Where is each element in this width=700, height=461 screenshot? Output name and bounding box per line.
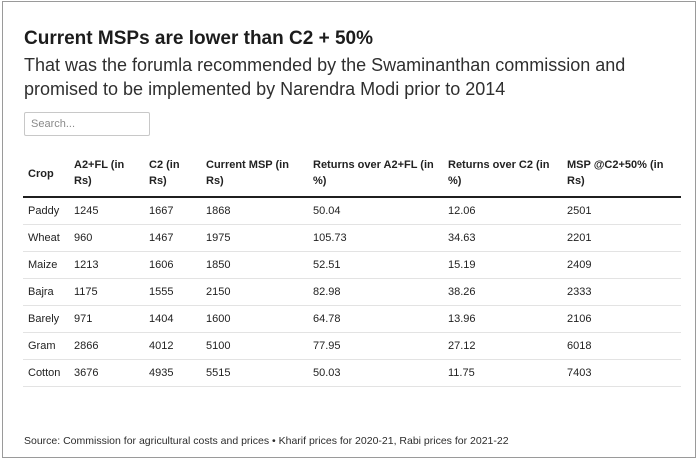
table-cell: 11.75 (443, 359, 562, 387)
table-cell: 1467 (144, 224, 201, 252)
table-cell: 2409 (562, 251, 681, 279)
page-subtitle: That was the forumla recommended by the … (24, 55, 626, 99)
table-cell: 7403 (562, 359, 681, 387)
table-cell: 1606 (144, 251, 201, 279)
table-cell: 38.26 (443, 278, 562, 306)
table-cell: 3676 (69, 359, 144, 387)
table-cell: 34.63 (443, 224, 562, 252)
crop-name-cell: Wheat (23, 224, 69, 252)
table-cell: 50.03 (308, 359, 443, 387)
table-cell: 4935 (144, 359, 201, 387)
table-cell: 2333 (562, 278, 681, 306)
table-cell: 50.04 (308, 197, 443, 225)
table-cell: 5100 (201, 332, 308, 360)
page-title: Current MSPs are lower than C2 + 50% (24, 28, 373, 49)
table-cell: 6018 (562, 332, 681, 360)
table-row: Cotton 3676 4935 5515 50.03 11.75 7403 (23, 359, 681, 387)
table-cell: 1600 (201, 305, 308, 333)
column-header[interactable]: Crop (23, 152, 69, 198)
data-table: Crop A2+FL (in Rs) C2 (in Rs) Current MS… (23, 152, 681, 387)
crop-name-cell: Paddy (23, 197, 69, 225)
search-input[interactable] (24, 112, 150, 136)
crop-name-cell: Cotton (23, 359, 69, 387)
column-header[interactable]: C2 (in Rs) (144, 152, 201, 198)
column-header[interactable]: Returns over A2+FL (in %) (308, 152, 443, 198)
table-cell: 1555 (144, 278, 201, 306)
table-cell: 2866 (69, 332, 144, 360)
table-cell: 77.95 (308, 332, 443, 360)
table-cell: 2150 (201, 278, 308, 306)
table-cell: 1175 (69, 278, 144, 306)
crop-name-cell: Bajra (23, 278, 69, 306)
table-cell: 971 (69, 305, 144, 333)
table-cell: 960 (69, 224, 144, 252)
column-header[interactable]: MSP @C2+50% (in Rs) (562, 152, 681, 198)
table-row: Barely 971 1404 1600 64.78 13.96 2106 (23, 305, 681, 333)
table-cell: 12.06 (443, 197, 562, 225)
table-row: Wheat 960 1467 1975 105.73 34.63 2201 (23, 224, 681, 252)
table-cell: 2201 (562, 224, 681, 252)
table-cell: 13.96 (443, 305, 562, 333)
table-cell: 4012 (144, 332, 201, 360)
table-cell: 1667 (144, 197, 201, 225)
table-cell: 105.73 (308, 224, 443, 252)
table-cell: 1245 (69, 197, 144, 225)
table-cell: 5515 (201, 359, 308, 387)
table-cell: 2501 (562, 197, 681, 225)
table-cell: 15.19 (443, 251, 562, 279)
table-cell: 2106 (562, 305, 681, 333)
column-header[interactable]: Current MSP (in Rs) (201, 152, 308, 198)
table-cell: 64.78 (308, 305, 443, 333)
table-cell: 1404 (144, 305, 201, 333)
table-row: Maize 1213 1606 1850 52.51 15.19 2409 (23, 251, 681, 279)
column-header[interactable]: Returns over C2 (in %) (443, 152, 562, 198)
crop-name-cell: Barely (23, 305, 69, 333)
table-cell: 1213 (69, 251, 144, 279)
crop-name-cell: Gram (23, 332, 69, 360)
table-header-row: Crop A2+FL (in Rs) C2 (in Rs) Current MS… (23, 152, 681, 198)
table-row: Paddy 1245 1667 1868 50.04 12.06 2501 (23, 197, 681, 225)
table-cell: 82.98 (308, 278, 443, 306)
column-header[interactable]: A2+FL (in Rs) (69, 152, 144, 198)
table-row: Bajra 1175 1555 2150 82.98 38.26 2333 (23, 278, 681, 306)
table-cell: 1850 (201, 251, 308, 279)
source-note: Source: Commission for agricultural cost… (24, 435, 509, 447)
table-cell: 1868 (201, 197, 308, 225)
table-cell: 52.51 (308, 251, 443, 279)
crop-name-cell: Maize (23, 251, 69, 279)
table-cell: 27.12 (443, 332, 562, 360)
table-body: Paddy 1245 1667 1868 50.04 12.06 2501 Wheat 960 1… (23, 197, 681, 387)
table-cell: 1975 (201, 224, 308, 252)
table-row: Gram 2866 4012 5100 77.95 27.12 6018 (23, 332, 681, 360)
